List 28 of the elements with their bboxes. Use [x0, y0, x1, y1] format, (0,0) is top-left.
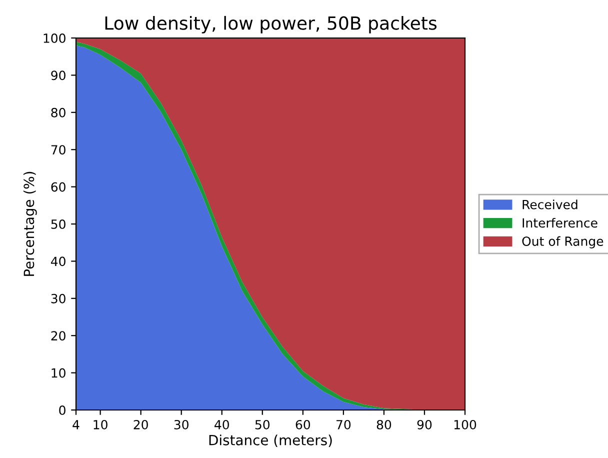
legend-label: Out of Range [522, 236, 604, 248]
y-tick-label: 20 [51, 331, 66, 341]
x-tick-label: 100 [454, 420, 476, 430]
y-tick-label: 0 [59, 405, 66, 415]
y-tick-label: 10 [52, 368, 66, 378]
x-tick-label: 90 [417, 420, 432, 430]
y-tick-label: 100 [44, 33, 66, 43]
x-tick-label: 80 [376, 420, 392, 430]
y-tick-label: 30 [51, 294, 66, 304]
x-tick-label: 10 [94, 420, 108, 430]
y-tick-label: 40 [50, 256, 66, 266]
x-tick-label: 20 [134, 420, 148, 430]
x-tick-label: 60 [296, 420, 310, 430]
x-tick-label: 70 [336, 420, 351, 430]
x-tick-label: 4 [72, 420, 80, 430]
chart-title: Low density, low power, 50B packets [105, 16, 437, 34]
y-axis-title: Percentage (%) [23, 172, 37, 276]
y-tick-label: 70 [51, 145, 66, 155]
y-tick-label: 90 [51, 70, 66, 80]
x-tick-label: 40 [214, 420, 229, 430]
y-tick-label: 60 [51, 182, 66, 192]
x-axis-title: Distance (meters) [209, 434, 332, 447]
legend-label: Received [522, 200, 578, 210]
y-tick-label: 50 [51, 219, 66, 229]
x-tick-label: 30 [174, 420, 188, 430]
y-tick-label: 80 [51, 108, 66, 118]
x-tick-label: 50 [255, 420, 270, 430]
legend-label: Interference [522, 218, 598, 228]
